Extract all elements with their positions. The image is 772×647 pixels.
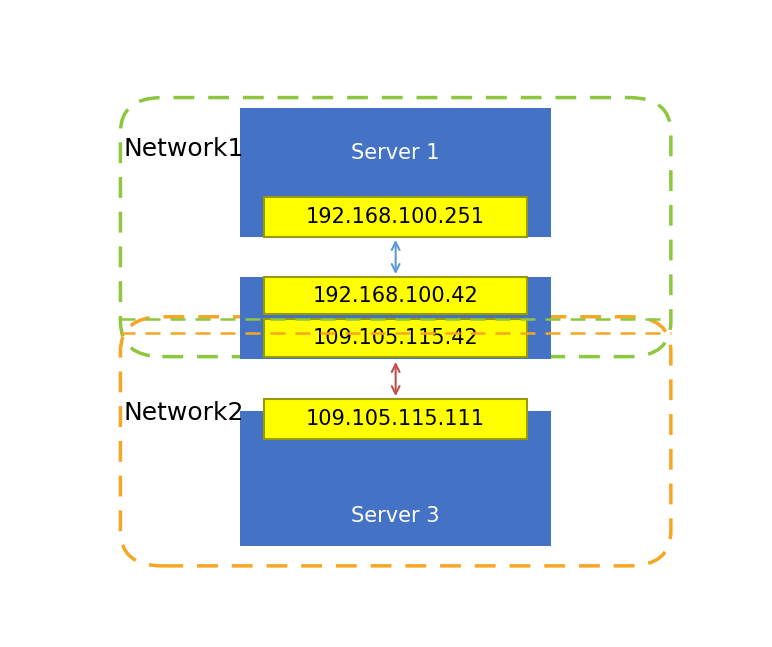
FancyBboxPatch shape: [264, 399, 527, 439]
Text: 192.168.100.42: 192.168.100.42: [313, 285, 479, 305]
Text: Network2: Network2: [124, 401, 244, 426]
FancyBboxPatch shape: [264, 277, 527, 314]
Text: 109.105.115.42: 109.105.115.42: [313, 328, 479, 348]
Text: 109.105.115.111: 109.105.115.111: [306, 409, 485, 429]
Text: Server 1: Server 1: [351, 143, 440, 163]
Text: 192.168.100.251: 192.168.100.251: [306, 207, 485, 227]
FancyBboxPatch shape: [264, 319, 527, 356]
FancyBboxPatch shape: [264, 197, 527, 237]
Text: Server 2: Server 2: [351, 322, 440, 342]
FancyBboxPatch shape: [240, 411, 551, 546]
FancyBboxPatch shape: [240, 107, 551, 237]
FancyBboxPatch shape: [240, 277, 551, 359]
Text: Network1: Network1: [124, 137, 244, 161]
Text: Server 3: Server 3: [351, 507, 440, 527]
